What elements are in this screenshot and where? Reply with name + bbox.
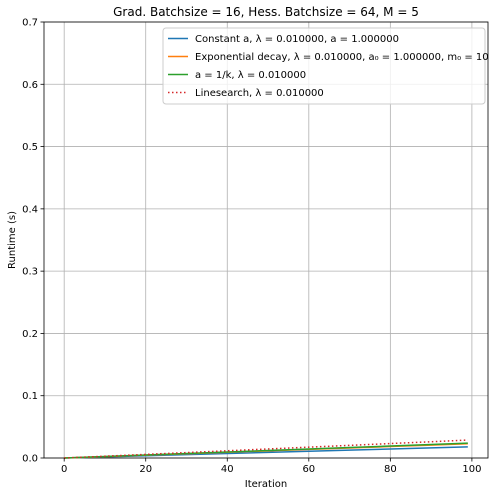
y-tick-label: 0.3: [22, 267, 38, 278]
series-layer: [64, 439, 468, 459]
legend-label-linesearch: Linesearch, λ = 0.010000: [195, 88, 324, 99]
x-axis-label: Iteration: [245, 479, 287, 490]
x-tick-label: 40: [221, 464, 234, 475]
legend-label-constant: Constant a, λ = 0.010000, a = 1.000000: [195, 34, 399, 45]
x-tick-label: 20: [139, 464, 152, 475]
legend: Constant a, λ = 0.010000, a = 1.000000 E…: [162, 27, 489, 105]
y-tick-label: 0.1: [22, 391, 38, 402]
plot-area: [43, 21, 489, 459]
series-line-3: [64, 439, 468, 459]
y-tick-label: 0.7: [22, 18, 38, 29]
x-tick-label: 0: [61, 464, 67, 475]
series-line-2: [64, 442, 468, 459]
y-tick-label: 0.2: [22, 329, 38, 340]
y-tick-label: 0.5: [22, 142, 38, 153]
x-tick-label: 100: [462, 464, 481, 475]
legend-label-inverse-k: a = 1/k, λ = 0.010000: [195, 70, 306, 81]
y-axis-label: Runtime (s): [7, 211, 18, 269]
x-tick-label: 60: [302, 464, 315, 475]
axis-ticks: 0 20 40 60 80 100 0.0 0.1 0.2 0.3 0.4 0.5 0.6 0.7: [22, 18, 481, 476]
legend-label-exponential: Exponential decay, λ = 0.010000, a₀ = 1.…: [195, 52, 489, 63]
x-tick-label: 80: [384, 464, 397, 475]
y-tick-label: 0.4: [22, 204, 38, 215]
y-tick-label: 0.0: [22, 454, 38, 465]
chart-title: Grad. Batchsize = 16, Hess. Batchsize = …: [113, 5, 419, 19]
y-tick-label: 0.6: [22, 80, 38, 91]
legend-box: [162, 27, 486, 105]
